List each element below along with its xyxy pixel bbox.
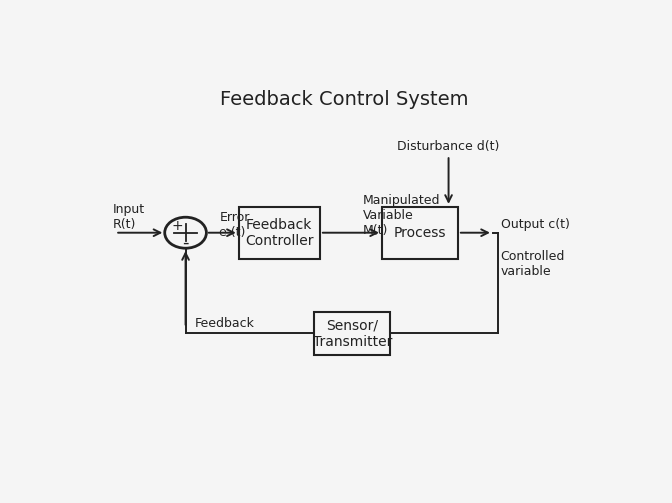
Text: Disturbance d(t): Disturbance d(t) xyxy=(397,140,500,153)
Text: Output c(t): Output c(t) xyxy=(501,218,569,231)
FancyBboxPatch shape xyxy=(314,312,390,355)
FancyBboxPatch shape xyxy=(382,207,458,259)
FancyBboxPatch shape xyxy=(239,207,320,259)
Text: -: - xyxy=(182,234,189,252)
Circle shape xyxy=(165,217,206,248)
Text: Feedback
Controller: Feedback Controller xyxy=(245,218,314,248)
Text: Controlled
variable: Controlled variable xyxy=(501,249,565,278)
Text: Manipulated
Variable
M(t): Manipulated Variable M(t) xyxy=(363,194,441,237)
Text: Sensor/
Transmitter: Sensor/ Transmitter xyxy=(312,318,392,349)
Text: Feedback Control System: Feedback Control System xyxy=(220,90,468,109)
Text: Input
R(t): Input R(t) xyxy=(113,203,144,231)
Text: Feedback: Feedback xyxy=(195,317,255,330)
Text: +: + xyxy=(172,219,183,233)
Text: Error
e (t): Error e (t) xyxy=(219,211,250,239)
Text: Process: Process xyxy=(394,226,446,240)
